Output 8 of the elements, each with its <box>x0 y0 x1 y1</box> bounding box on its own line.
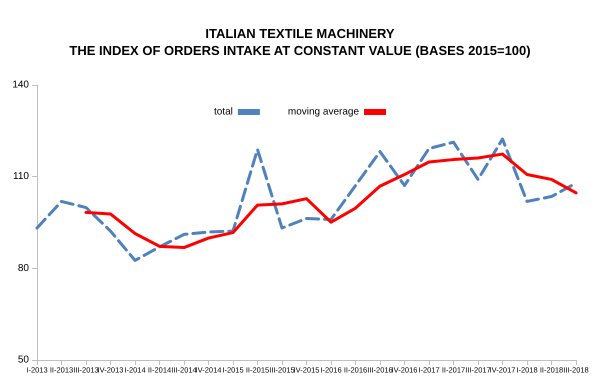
legend-label: total <box>214 106 233 118</box>
y-tick-label: 50 <box>18 354 30 366</box>
y-tick-label: 140 <box>12 80 30 90</box>
y-tick-label: 80 <box>18 262 30 274</box>
legend-label: moving average <box>288 106 360 118</box>
chart-title: ITALIAN TEXTILE MACHINERY THE INDEX OF ORDERS INTAKE AT CONSTANT VALUE (BASES 2015=100) <box>69 26 531 58</box>
y-tick-label: 110 <box>13 171 30 182</box>
line-series <box>84 152 578 250</box>
